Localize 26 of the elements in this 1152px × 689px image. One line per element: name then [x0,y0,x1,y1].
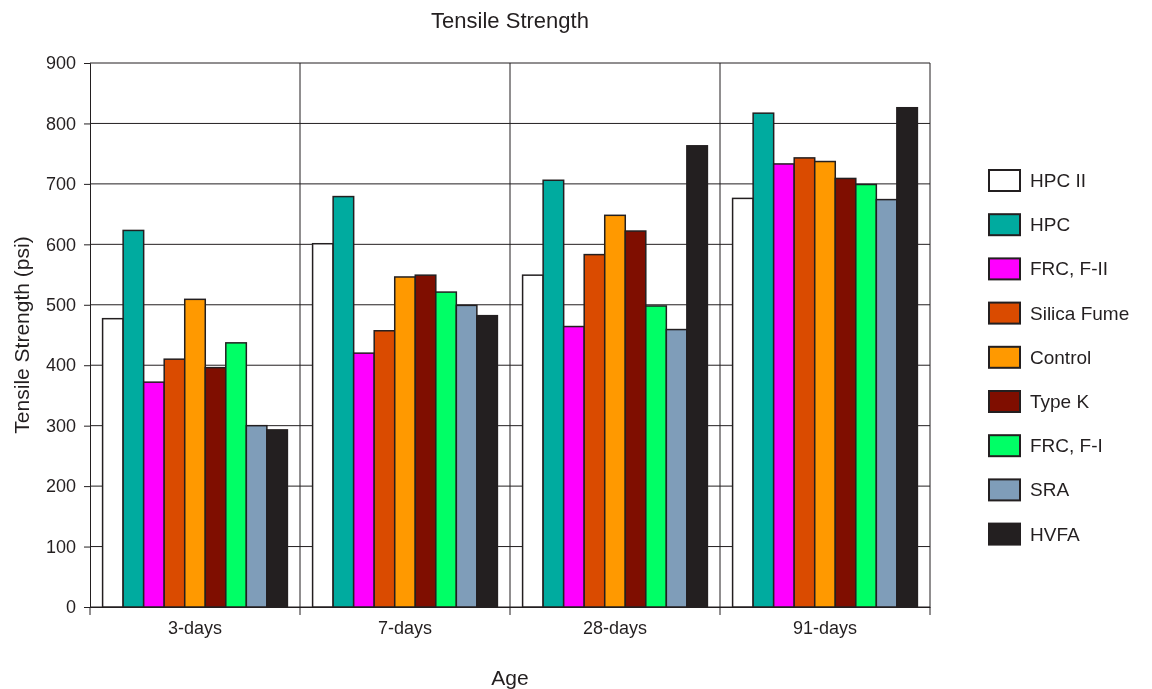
legend-label: SRA [1030,479,1070,501]
legend-label: Silica Fume [1030,302,1130,324]
legend-label: HPC II [1030,170,1086,191]
legend-label: Control [1030,346,1092,368]
legend-label: FRC, F-I [1030,435,1103,457]
legend-label: HVFA [1030,523,1080,545]
legend-label: HPC [1030,214,1071,236]
y-tick-label: 0 [65,597,76,618]
chart-title: Tensile Strength [431,8,589,33]
x-axis-title: Age [491,666,529,689]
x-tick-label: 7-days [377,617,433,638]
x-tick-label: 91-days [792,617,858,638]
y-tick-label: 500 [45,295,76,316]
x-tick-label: 3-days [167,617,223,638]
y-tick-label: 200 [45,476,76,497]
y-tick-label: 300 [45,415,76,436]
y-tick-label: 100 [45,536,76,557]
legend-label: FRC, F-II [1030,258,1109,280]
y-axis-title: Tensile Strength (psi) [10,236,33,434]
y-tick-label: 700 [45,174,76,195]
legend-label: Type K [1030,391,1090,412]
y-tick-label: 800 [45,113,76,134]
y-tick-label: 400 [45,355,76,376]
x-tick-label: 28-days [582,617,648,638]
y-tick-label: 900 [45,53,76,74]
y-tick-label: 600 [45,234,76,255]
